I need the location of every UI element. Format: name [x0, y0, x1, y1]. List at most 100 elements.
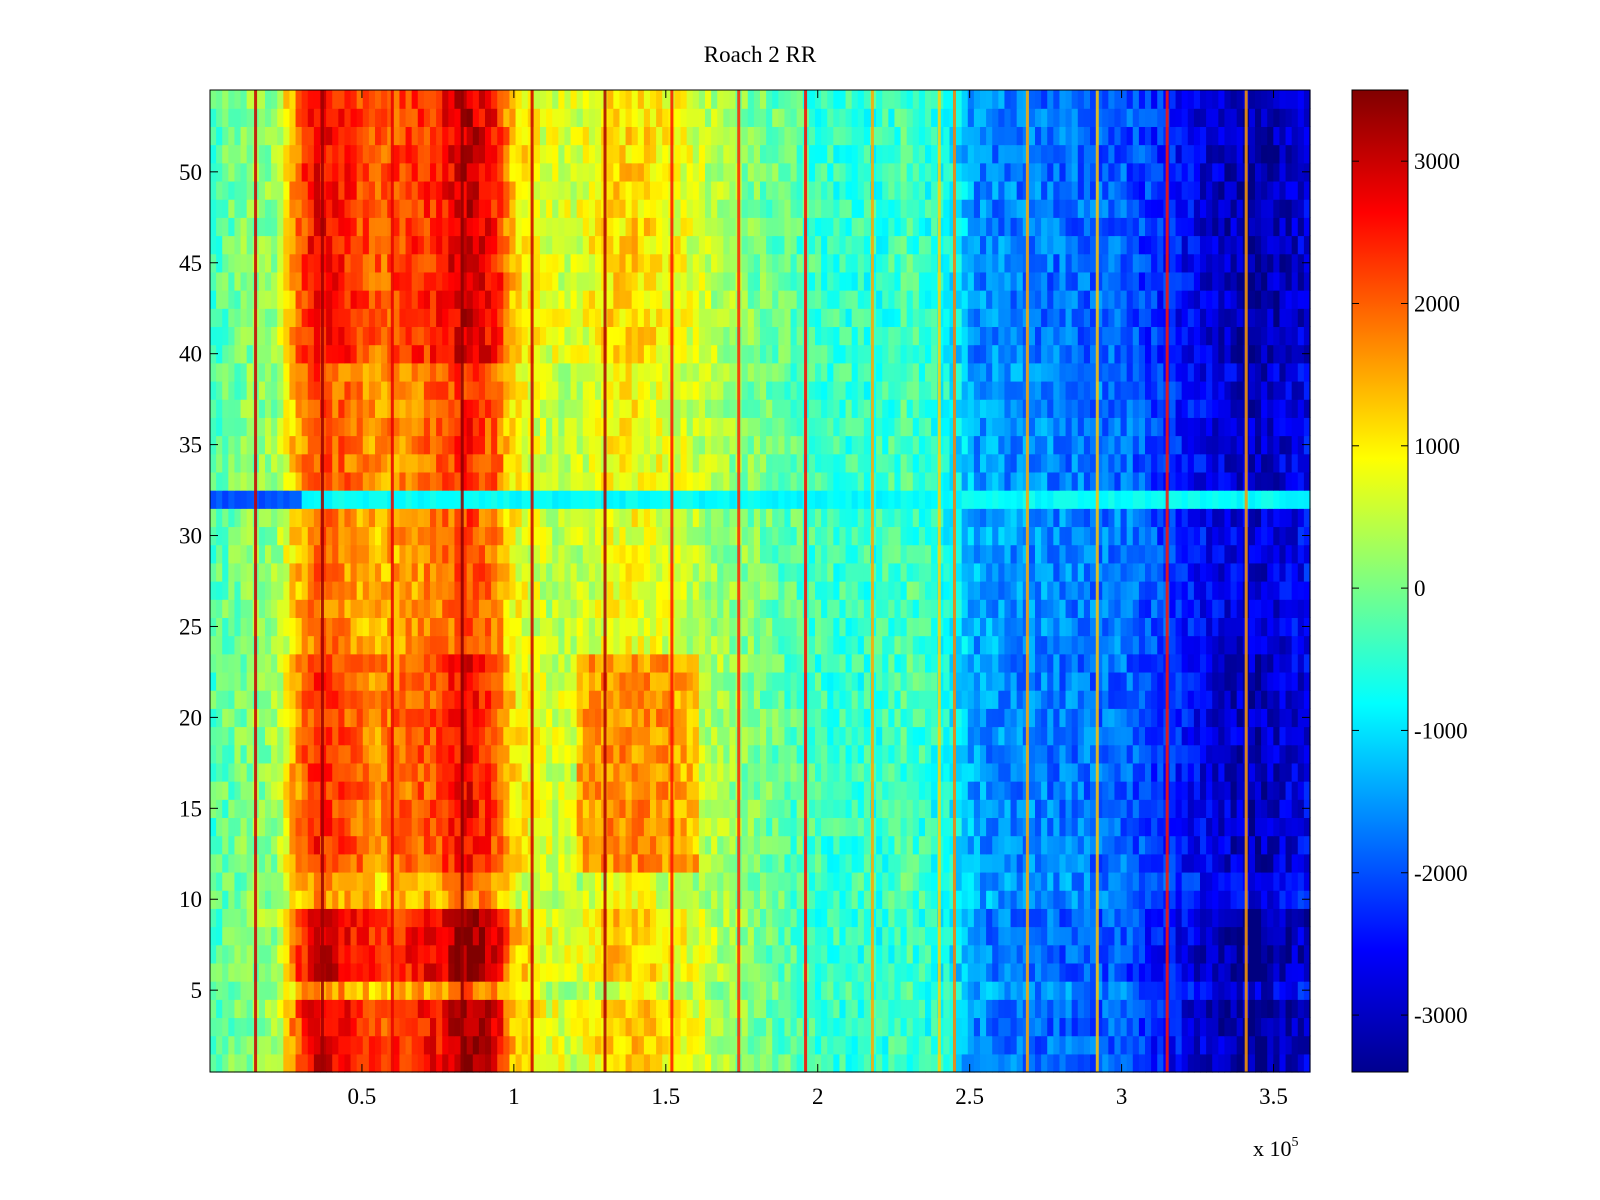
heatmap-cell: [521, 562, 529, 582]
heatmap-cell: [821, 653, 828, 673]
heatmap-cell: [760, 726, 767, 746]
heatmap-cell: [613, 999, 621, 1019]
heatmap-cell: [760, 617, 767, 637]
heatmap-cell: [338, 817, 346, 837]
heatmap-cell: [906, 835, 914, 855]
heatmap-cell: [1053, 617, 1061, 637]
heatmap-cell: [851, 690, 859, 709]
heatmap-cell: [943, 581, 951, 600]
heatmap-cell: [980, 653, 987, 673]
heatmap-cell: [662, 635, 669, 655]
heatmap-cell: [619, 562, 627, 582]
heatmap-cell: [863, 817, 871, 837]
heatmap-cell: [931, 726, 938, 746]
heatmap-cell: [821, 744, 828, 764]
heatmap-cell: [955, 944, 963, 964]
heatmap-cell: [436, 1017, 443, 1037]
heatmap-cell: [1206, 744, 1213, 764]
heatmap-cell: [1175, 781, 1183, 800]
heatmap-cell: [405, 653, 413, 673]
heatmap-cell: [680, 962, 688, 982]
heatmap-cell: [509, 653, 517, 673]
heatmap-cell: [246, 799, 254, 819]
heatmap-cell: [1206, 853, 1213, 873]
heatmap-cell: [821, 708, 828, 728]
heatmap-cell: [503, 617, 511, 637]
heatmap-cell: [1010, 835, 1018, 855]
heatmap-cell: [1126, 944, 1134, 964]
heatmap-cell: [723, 890, 731, 909]
heatmap-cell: [1291, 981, 1299, 1000]
heatmap-cell: [540, 562, 547, 582]
heatmap-cell: [332, 671, 339, 691]
heatmap-cell: [1047, 799, 1054, 819]
heatmap-cell: [729, 1035, 737, 1055]
heatmap-cell: [1273, 653, 1281, 673]
heatmap-cell: [833, 690, 841, 709]
heatmap-cell: [1236, 1017, 1244, 1037]
heatmap-cell: [839, 853, 847, 873]
heatmap-cell: [906, 581, 914, 600]
heatmap-cell: [619, 962, 627, 982]
heatmap-cell: [307, 762, 315, 782]
heatmap-cell: [228, 981, 236, 1000]
heatmap-cell: [1059, 1017, 1067, 1037]
heatmap-cell: [637, 599, 645, 618]
heatmap-cell: [362, 599, 370, 618]
heatmap-cell: [344, 744, 352, 764]
heatmap-cell: [246, 835, 254, 855]
heatmap-cell: [1004, 635, 1012, 655]
heatmap-cell: [350, 690, 358, 709]
heatmap-cell: [1065, 1017, 1073, 1037]
heatmap-cell: [1059, 890, 1067, 909]
heatmap-cell: [454, 981, 462, 1000]
heatmap-cell: [827, 799, 834, 819]
heatmap-cell: [729, 744, 737, 764]
heatmap-cell: [637, 981, 645, 1000]
heatmap-cell: [1126, 871, 1134, 891]
heatmap-cell: [760, 599, 767, 618]
heatmap-cell: [356, 671, 364, 691]
heatmap-cell: [851, 562, 859, 582]
heatmap-cell: [778, 617, 786, 637]
heatmap-cell: [1071, 817, 1079, 837]
heatmap-cell: [784, 744, 792, 764]
heatmap-cell: [307, 1053, 315, 1073]
heatmap-cell: [540, 581, 547, 600]
heatmap-cell: [961, 617, 969, 637]
heatmap-cell: [466, 708, 474, 728]
heatmap-cell: [857, 871, 865, 891]
heatmap-cell: [576, 581, 584, 600]
heatmap-cell: [943, 853, 951, 873]
heatmap-cell: [1120, 599, 1128, 618]
heatmap-cell: [980, 962, 987, 982]
heatmap-cell: [876, 781, 883, 800]
heatmap-cell: [827, 890, 834, 909]
heatmap-cell: [766, 781, 773, 800]
heatmap-cell: [894, 762, 902, 782]
heatmap-cell: [723, 908, 731, 928]
heatmap-cell: [851, 908, 859, 928]
heatmap-cell: [564, 817, 572, 837]
heatmap-cell: [662, 981, 669, 1000]
heatmap-cell: [1010, 926, 1018, 946]
heatmap-cell: [1126, 653, 1134, 673]
heatmap-cell: [509, 835, 517, 855]
heatmap-cell: [918, 635, 926, 655]
heatmap-cell: [900, 944, 908, 964]
heatmap-cell: [1255, 1017, 1262, 1037]
heatmap-cell: [466, 835, 474, 855]
heatmap-cell: [796, 853, 804, 873]
heatmap-cell: [1267, 799, 1274, 819]
heatmap-cell: [1096, 908, 1103, 928]
heatmap-cell: [332, 908, 339, 928]
heatmap-cell: [943, 781, 951, 800]
heatmap-cell: [637, 962, 645, 982]
heatmap-cell: [967, 562, 975, 582]
heatmap-cell: [973, 781, 981, 800]
heatmap-cell: [210, 817, 217, 837]
heatmap-cell: [827, 1035, 834, 1055]
heatmap-cell: [423, 835, 431, 855]
heatmap-cell: [986, 944, 993, 964]
heatmap-cell: [277, 962, 284, 982]
